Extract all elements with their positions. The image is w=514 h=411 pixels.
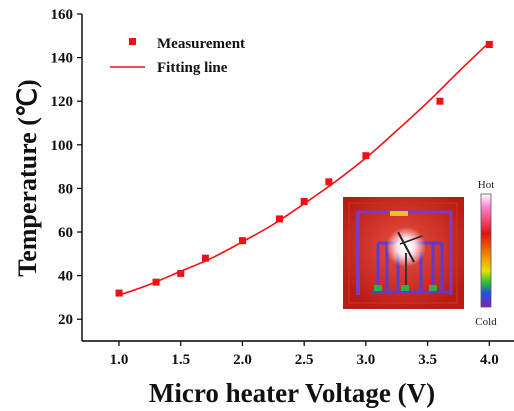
colorbar: Hot Cold [475, 179, 497, 328]
legend-fit-label: Fitting line [157, 60, 228, 76]
thermal-inset-image [343, 197, 464, 309]
legend: Measurement Fitting line [110, 36, 245, 76]
y-tick-label: 160 [51, 7, 74, 23]
measurement-point [436, 97, 444, 105]
measurement-point [325, 178, 333, 186]
y-axis-ticks: 20 40 60 80 100 120 140 160 [51, 7, 82, 328]
x-tick-label: 1.5 [171, 352, 190, 368]
y-tick-label: 60 [58, 225, 73, 241]
x-axis-ticks: 1.0 1.5 2.0 2.5 3.0 3.5 4.0 [110, 341, 499, 368]
y-axis-title: Temperature (℃) [13, 79, 42, 276]
colorbar-hot-label: Hot [478, 179, 495, 191]
x-tick-label: 1.0 [110, 352, 129, 368]
y-tick-label: 100 [51, 138, 74, 154]
legend-measurement-label: Measurement [157, 36, 245, 52]
x-axis-title: Micro heater Voltage (V) [149, 378, 435, 408]
colorbar-cold-label: Cold [475, 316, 497, 328]
y-tick-label: 80 [58, 181, 73, 197]
x-tick-label: 2.5 [295, 352, 314, 368]
measurement-point [115, 289, 123, 297]
measurement-point [300, 197, 308, 205]
y-tick-label: 20 [58, 312, 73, 328]
measurement-series [115, 41, 493, 297]
legend-measurement-marker [129, 38, 136, 45]
x-tick-label: 4.0 [480, 352, 499, 368]
measurement-point [201, 254, 209, 262]
plot-frame [81, 14, 514, 342]
measurement-point [177, 269, 185, 277]
measurement-point [238, 237, 246, 245]
x-tick-label: 3.0 [357, 352, 376, 368]
measurement-point [152, 278, 160, 286]
measurement-point [485, 41, 493, 49]
y-tick-label: 40 [58, 269, 73, 285]
measurement-point [275, 215, 283, 223]
measurement-point [362, 152, 370, 160]
x-tick-label: 2.0 [233, 352, 252, 368]
y-tick-label: 120 [51, 94, 74, 110]
x-tick-label: 3.5 [418, 352, 437, 368]
y-tick-label: 140 [51, 51, 74, 67]
